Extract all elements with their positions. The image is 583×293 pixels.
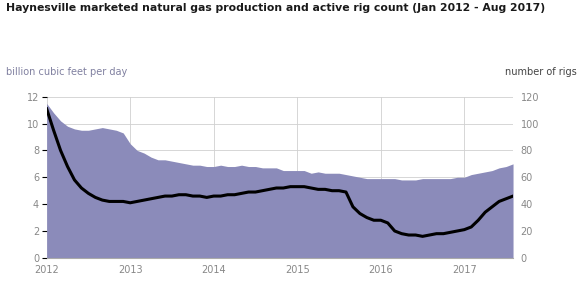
Text: Haynesville marketed natural gas production and active rig count (Jan 2012 - Aug: Haynesville marketed natural gas product… xyxy=(6,3,545,13)
Text: number of rigs: number of rigs xyxy=(505,67,577,77)
Text: billion cubic feet per day: billion cubic feet per day xyxy=(6,67,127,77)
